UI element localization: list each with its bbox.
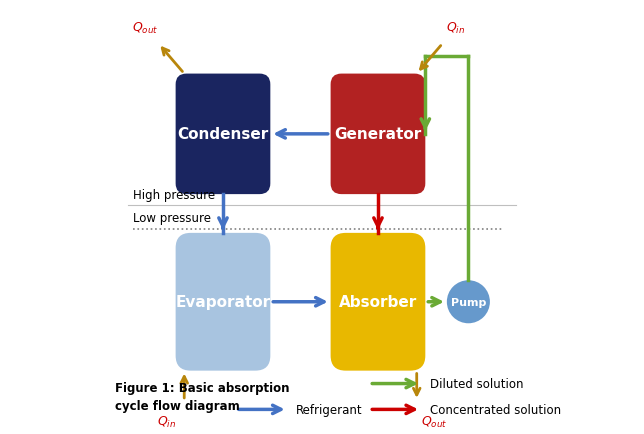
Text: Low pressure: Low pressure (133, 212, 211, 225)
FancyBboxPatch shape (330, 74, 425, 195)
FancyBboxPatch shape (176, 74, 270, 195)
Text: $Q_{out}$: $Q_{out}$ (132, 21, 158, 36)
Text: Figure 1: Basic absorption
cycle flow diagram: Figure 1: Basic absorption cycle flow di… (115, 381, 290, 412)
Text: $Q_{in}$: $Q_{in}$ (157, 414, 176, 429)
Text: Diluted solution: Diluted solution (430, 377, 523, 390)
Text: Refrigerant: Refrigerant (296, 403, 363, 416)
Text: Generator: Generator (334, 127, 422, 142)
Text: Condenser: Condenser (177, 127, 269, 142)
FancyBboxPatch shape (176, 233, 270, 371)
Text: $Q_{out}$: $Q_{out}$ (421, 414, 447, 429)
Text: Absorber: Absorber (339, 295, 417, 309)
Circle shape (447, 280, 490, 323)
Text: Pump: Pump (451, 297, 486, 307)
Text: Evaporator: Evaporator (175, 295, 270, 309)
FancyBboxPatch shape (330, 233, 425, 371)
Text: $Q_{in}$: $Q_{in}$ (446, 21, 465, 36)
Text: High pressure: High pressure (133, 188, 214, 201)
Text: Concentrated solution: Concentrated solution (430, 403, 561, 416)
